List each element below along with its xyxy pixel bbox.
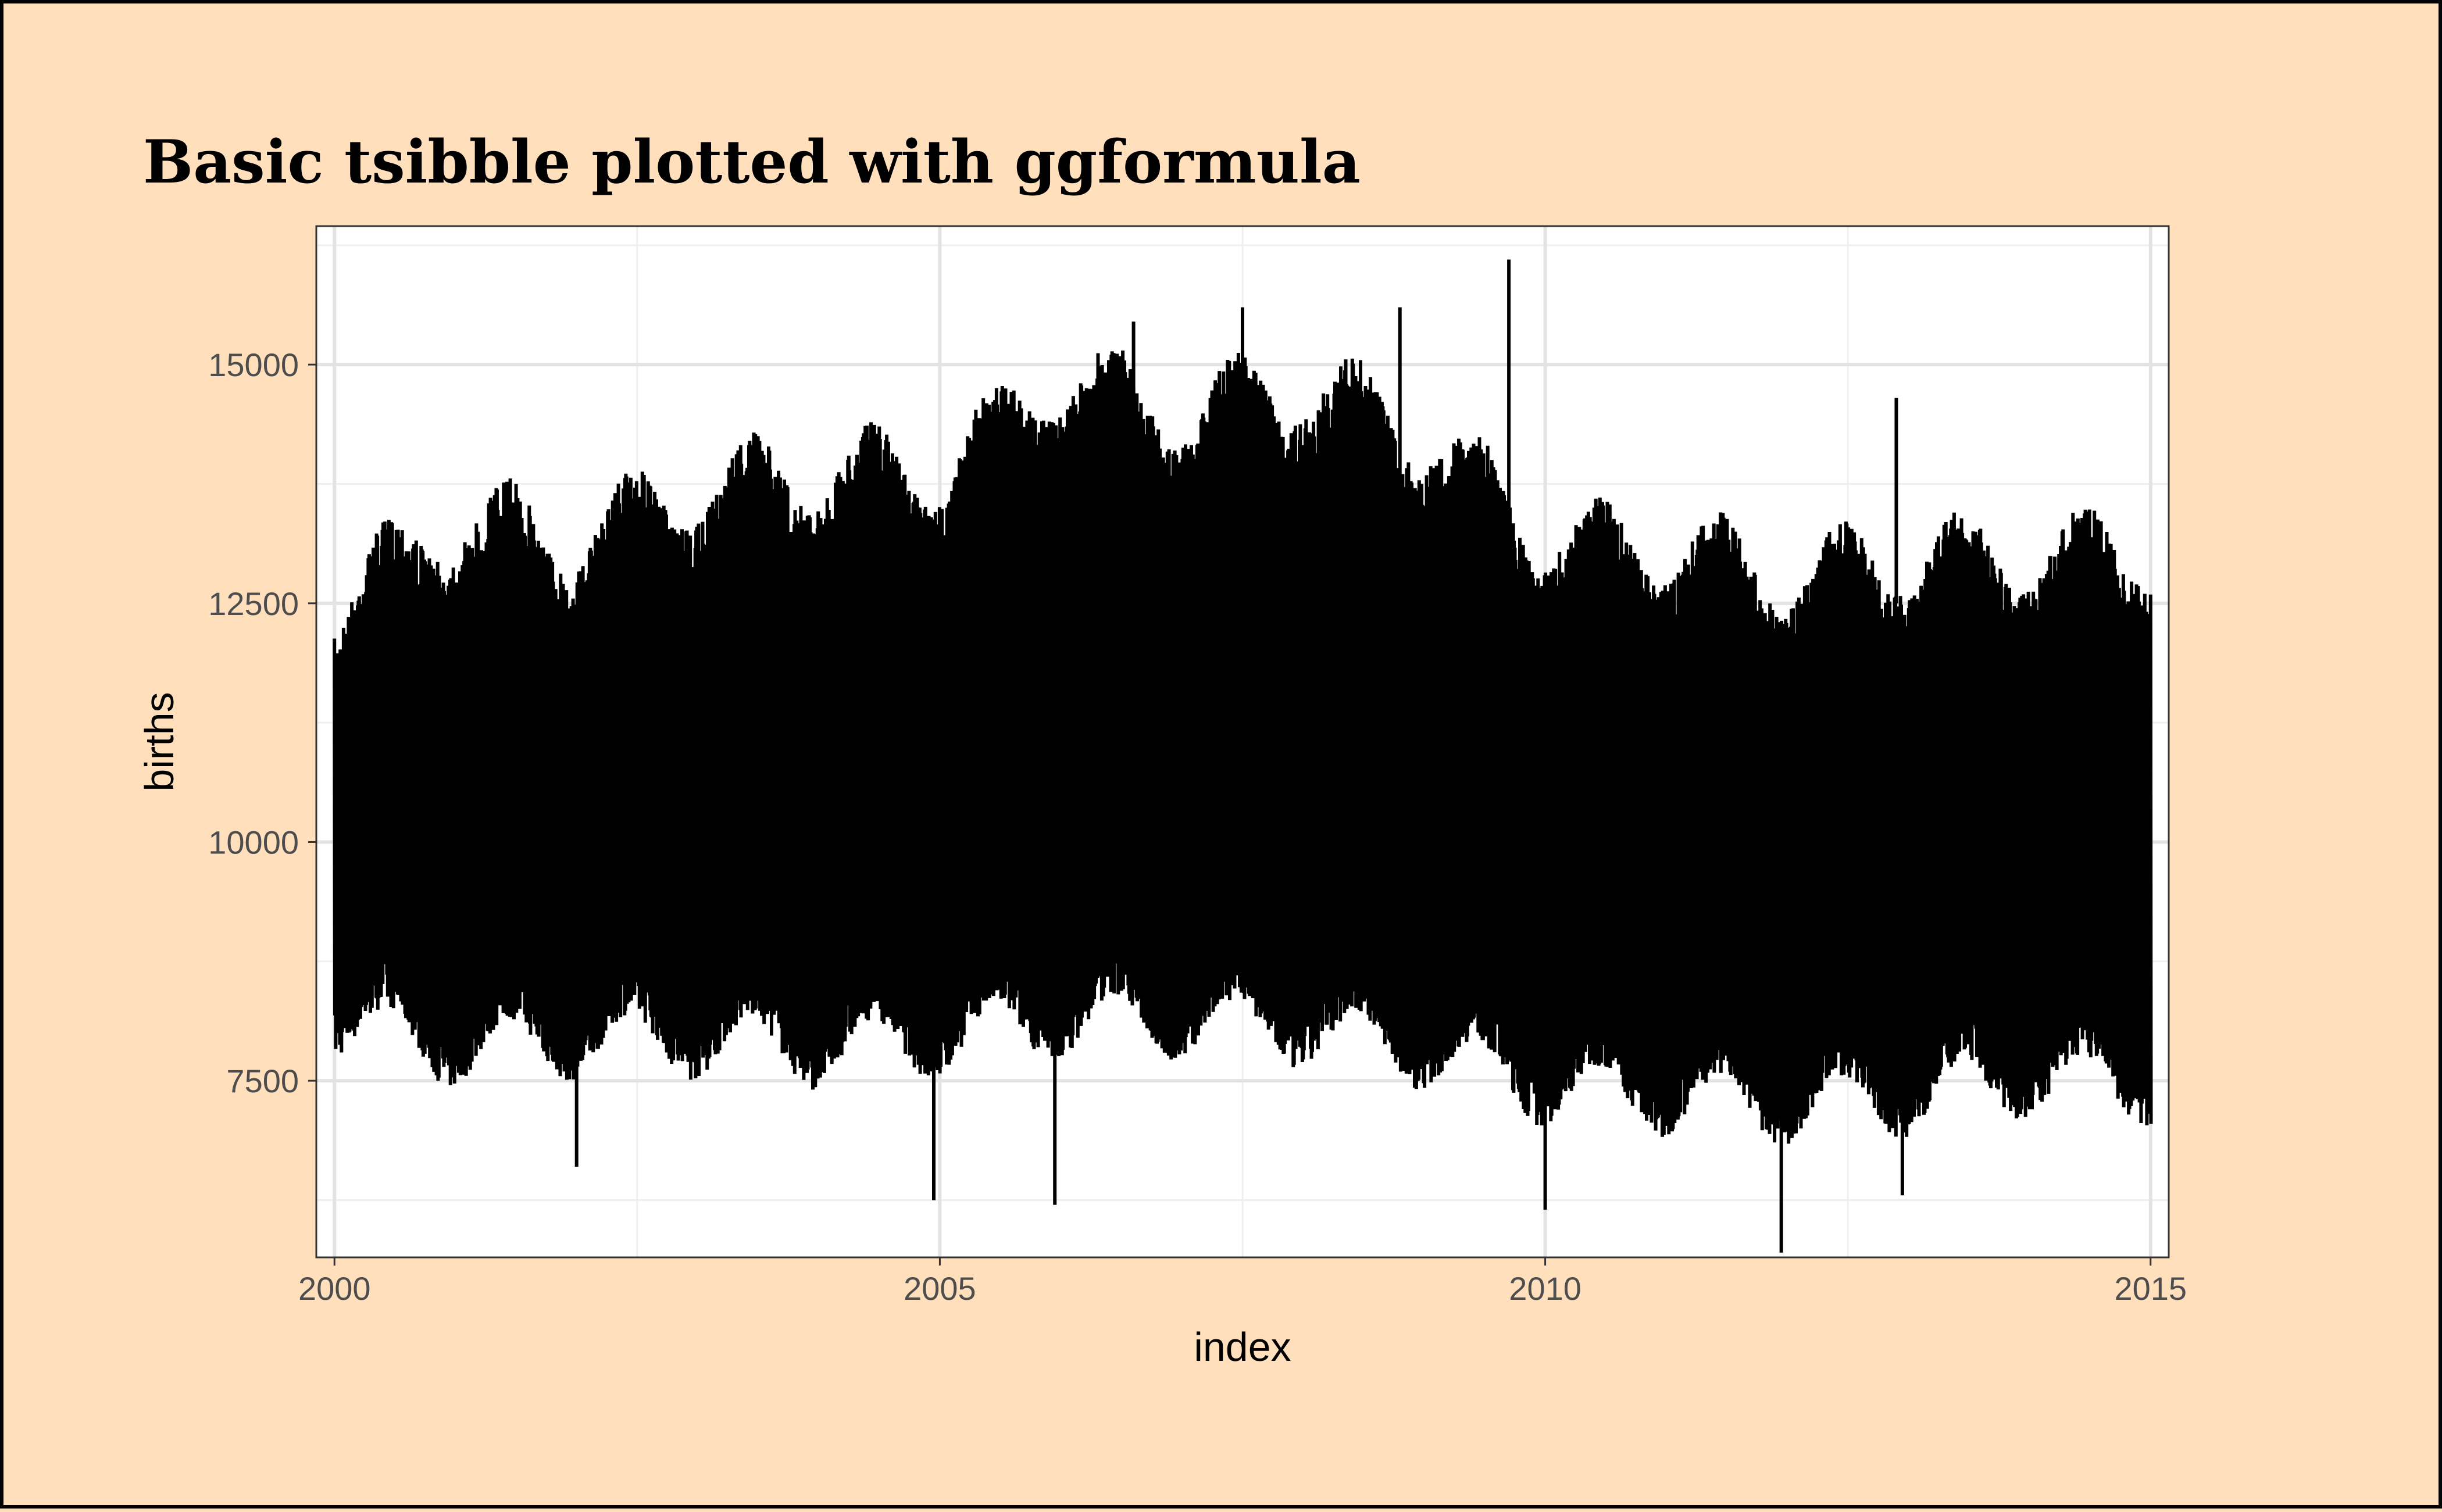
x-tick-label-3: 2015 bbox=[2114, 1270, 2187, 1307]
y-tick-label-3: 15000 bbox=[208, 346, 299, 383]
x-tick-label-0: 2000 bbox=[298, 1270, 371, 1307]
panel-border bbox=[315, 225, 2170, 1259]
series-core-band bbox=[340, 650, 2145, 938]
y-tick-label-0: 7500 bbox=[226, 1063, 299, 1099]
x-tick-label-1: 2005 bbox=[904, 1270, 976, 1307]
y-axis-title: births bbox=[137, 692, 182, 791]
y-tick-label-2: 12500 bbox=[208, 585, 299, 622]
chart-svg: Basic tsibble plotted with ggformula 200… bbox=[137, 127, 2187, 1370]
x-axis-title: index bbox=[1194, 1324, 1291, 1370]
x-tick-label-2: 2010 bbox=[1509, 1270, 1581, 1307]
chart-title: Basic tsibble plotted with ggformula bbox=[143, 127, 1361, 197]
y-tick-label-1: 10000 bbox=[208, 824, 299, 860]
y-axis: 7500 10000 12500 15000 bbox=[208, 346, 316, 1099]
x-axis: 2000 2005 2010 2015 bbox=[298, 1257, 2187, 1307]
series-births-line bbox=[333, 259, 2153, 1253]
